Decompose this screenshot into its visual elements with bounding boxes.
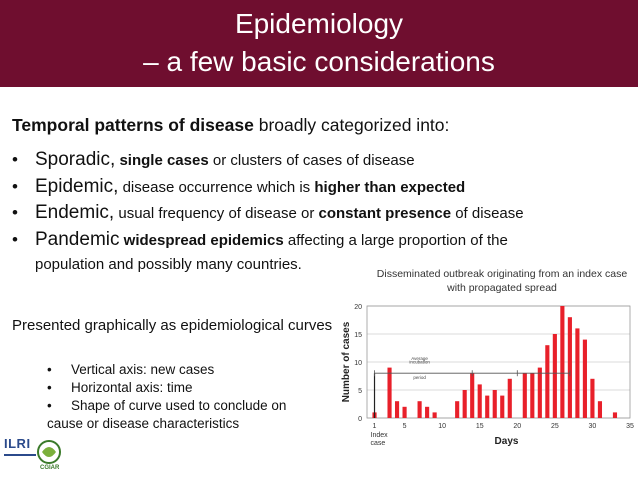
logo-graphic — [4, 440, 61, 464]
bar-day-31 — [597, 401, 603, 418]
bullet-epidemic: • Epidemic, disease occurrence which is h… — [12, 177, 465, 198]
bullet-pre: disease occurrence which is — [118, 179, 315, 196]
bar-day-18 — [500, 395, 505, 418]
bar-day-12 — [455, 401, 460, 418]
index-case-label: case — [371, 440, 386, 447]
bar-day-23 — [537, 367, 542, 418]
bullet-dot: • — [12, 230, 18, 249]
bullet-term: Sporadic, — [35, 149, 116, 170]
bar-day-15 — [477, 384, 482, 418]
incubation-label: period — [413, 375, 426, 380]
bar-day-26 — [560, 306, 565, 418]
ilri-logo: ILRI — [4, 436, 31, 451]
bullet-bold: single cases — [119, 152, 209, 169]
bar-day-19 — [507, 378, 512, 418]
bar-day-3 — [387, 367, 392, 418]
sub-item-text: Vertical axis: new cases — [71, 362, 215, 377]
logo-block: ILRI CGIAR — [4, 432, 64, 477]
bar-day-27 — [567, 317, 572, 418]
bar-day-14 — [470, 373, 475, 418]
bar-day-28 — [575, 328, 580, 418]
bullet-pre: usual frequency of disease or — [114, 205, 319, 222]
bar-day-21 — [522, 373, 527, 418]
bar-day-24 — [545, 345, 550, 418]
intro-rest: broadly categorized into: — [253, 115, 450, 135]
slide-title: Epidemiology — [234, 8, 404, 39]
incubation-label: incubation — [409, 360, 430, 365]
bullet-term: Epidemic, — [35, 176, 119, 197]
bar-day-33 — [612, 412, 618, 418]
y-tick-label: 5 — [358, 388, 362, 395]
incubation-label: Average — [411, 356, 428, 361]
chart-title-line2: with propagated spread — [447, 282, 557, 294]
bullet-term: Endemic, — [35, 202, 115, 223]
bar-day-8 — [425, 406, 430, 418]
bullet-bold: higher than expected — [314, 179, 466, 196]
x-tick-label: 15 — [476, 423, 484, 430]
bullet-pandemic: • Pandemic widespread epidemics affecting… — [12, 230, 508, 251]
x-tick-label: 35 — [626, 423, 634, 430]
index-case-label: Index — [371, 432, 389, 439]
bar-day-9 — [432, 412, 437, 418]
y-tick-label: 15 — [354, 332, 362, 339]
bar-day-7 — [417, 401, 422, 418]
bullet-bold: constant presence — [318, 205, 452, 222]
bullet-post: of disease — [451, 205, 524, 222]
bar-day-30 — [590, 378, 595, 418]
sub-item-curve-shape: • Shape of curve used to conclude on — [47, 397, 286, 414]
plot-frame — [366, 305, 631, 419]
bar-day-25 — [552, 334, 557, 418]
bar-day-17 — [492, 390, 497, 418]
bullet-dot: • — [12, 177, 18, 196]
bullet-term: Pandemic — [35, 229, 120, 250]
x-tick-label: 5 — [403, 423, 407, 430]
x-tick-label: 30 — [589, 423, 597, 430]
bullet-post: affecting a large proportion of the — [283, 232, 508, 249]
x-axis-label: Days — [495, 436, 519, 447]
bullet-dot: • — [47, 380, 52, 395]
bar-day-13 — [462, 390, 467, 418]
intro-text: Temporal patterns of disease broadly cat… — [12, 115, 449, 136]
y-tick-label: 20 — [354, 304, 362, 311]
bar-day-5 — [402, 406, 407, 418]
sub-item-curve-shape-cont: cause or disease characteristics — [47, 416, 240, 431]
slide-subtitle: – a few basic considerations — [143, 46, 495, 77]
bullet-dot: • — [12, 150, 18, 169]
cgiar-logo: CGIAR — [40, 465, 60, 471]
intro-bold: Temporal patterns of disease — [12, 115, 254, 135]
bar-day-29 — [582, 339, 587, 418]
bullet-dot: • — [12, 203, 18, 222]
chart-title-line1: Disseminated outbreak originating from a… — [376, 268, 628, 280]
sub-item-vertical-axis: • Vertical axis: new cases — [47, 361, 214, 378]
x-tick-label: 25 — [551, 423, 559, 430]
x-tick-label: 1 — [373, 423, 377, 430]
sub-item-horizontal-axis: • Horizontal axis: time — [47, 379, 193, 396]
pandemic-continuation: population and possibly many countries. — [35, 256, 302, 273]
x-tick-label: 10 — [438, 423, 446, 430]
sub-item-text: Shape of curve used to conclude on — [71, 398, 287, 413]
bar-day-1 — [372, 412, 377, 418]
y-axis-label: Number of cases — [341, 321, 352, 402]
presented-text: Presented graphically as epidemiological… — [12, 317, 333, 334]
title-bar: Epidemiology – a few basic consideration… — [0, 0, 638, 87]
y-tick-label: 10 — [354, 360, 362, 367]
bullet-dot: • — [47, 398, 52, 413]
bar-day-22 — [530, 373, 535, 418]
x-tick-label: 20 — [513, 423, 521, 430]
y-tick-label: 0 — [358, 416, 362, 423]
bullet-dot: • — [47, 362, 52, 377]
bullet-bold: widespread epidemics — [123, 232, 284, 249]
sub-item-text: Horizontal axis: time — [71, 380, 193, 395]
bullet-sporadic: • Sporadic, single cases or clusters of c… — [12, 150, 415, 171]
bar-day-16 — [485, 395, 490, 418]
bar-day-4 — [394, 401, 400, 418]
bullet-post: or clusters of cases of disease — [208, 152, 415, 169]
bullet-endemic: • Endemic, usual frequency of disease or … — [12, 203, 524, 224]
